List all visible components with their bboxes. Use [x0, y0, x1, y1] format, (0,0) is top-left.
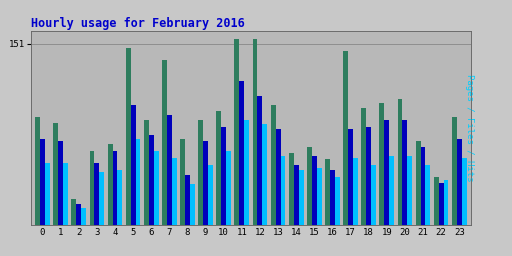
Bar: [366, 127, 371, 225]
Bar: [154, 151, 159, 225]
Bar: [385, 120, 389, 225]
Bar: [416, 141, 420, 225]
Bar: [180, 139, 185, 225]
Bar: [162, 60, 167, 225]
Bar: [420, 147, 425, 225]
Bar: [113, 151, 117, 225]
Bar: [361, 108, 366, 225]
Bar: [76, 204, 81, 225]
Bar: [126, 48, 131, 225]
Bar: [244, 120, 249, 225]
Bar: [252, 39, 258, 225]
Bar: [99, 173, 104, 225]
Bar: [281, 156, 285, 225]
Bar: [94, 163, 99, 225]
Bar: [262, 124, 267, 225]
Bar: [275, 129, 281, 225]
Bar: [172, 158, 177, 225]
Bar: [117, 170, 122, 225]
Bar: [217, 111, 221, 225]
Bar: [203, 141, 208, 225]
Bar: [221, 127, 226, 225]
Bar: [271, 105, 275, 225]
Bar: [330, 170, 335, 225]
Bar: [240, 81, 244, 225]
Bar: [45, 163, 50, 225]
Bar: [131, 105, 136, 225]
Text: Hourly usage for February 2016: Hourly usage for February 2016: [31, 17, 244, 29]
Bar: [389, 156, 394, 225]
Bar: [289, 153, 294, 225]
Bar: [63, 163, 68, 225]
Bar: [353, 158, 358, 225]
Bar: [226, 151, 231, 225]
Bar: [136, 139, 140, 225]
Bar: [348, 129, 353, 225]
Bar: [234, 39, 240, 225]
Bar: [457, 139, 462, 225]
Bar: [402, 120, 408, 225]
Bar: [379, 103, 385, 225]
Bar: [335, 177, 340, 225]
Bar: [443, 180, 449, 225]
Bar: [185, 175, 190, 225]
Bar: [190, 184, 195, 225]
Bar: [298, 170, 304, 225]
Bar: [408, 156, 412, 225]
Bar: [439, 183, 443, 225]
Bar: [58, 141, 63, 225]
Bar: [108, 144, 113, 225]
Bar: [40, 139, 45, 225]
Bar: [144, 120, 149, 225]
Bar: [167, 115, 172, 225]
Y-axis label: Pages / Files / Hits: Pages / Files / Hits: [465, 74, 474, 182]
Bar: [343, 51, 348, 225]
Bar: [317, 168, 322, 225]
Bar: [71, 199, 76, 225]
Bar: [307, 147, 312, 225]
Bar: [462, 158, 466, 225]
Bar: [325, 159, 330, 225]
Bar: [258, 95, 262, 225]
Bar: [294, 165, 298, 225]
Bar: [53, 123, 58, 225]
Bar: [35, 117, 40, 225]
Bar: [81, 208, 86, 225]
Bar: [208, 165, 213, 225]
Bar: [371, 165, 376, 225]
Bar: [198, 120, 203, 225]
Bar: [312, 156, 317, 225]
Bar: [90, 151, 94, 225]
Bar: [149, 135, 154, 225]
Bar: [425, 165, 431, 225]
Bar: [452, 117, 457, 225]
Bar: [434, 177, 439, 225]
Bar: [397, 99, 402, 225]
